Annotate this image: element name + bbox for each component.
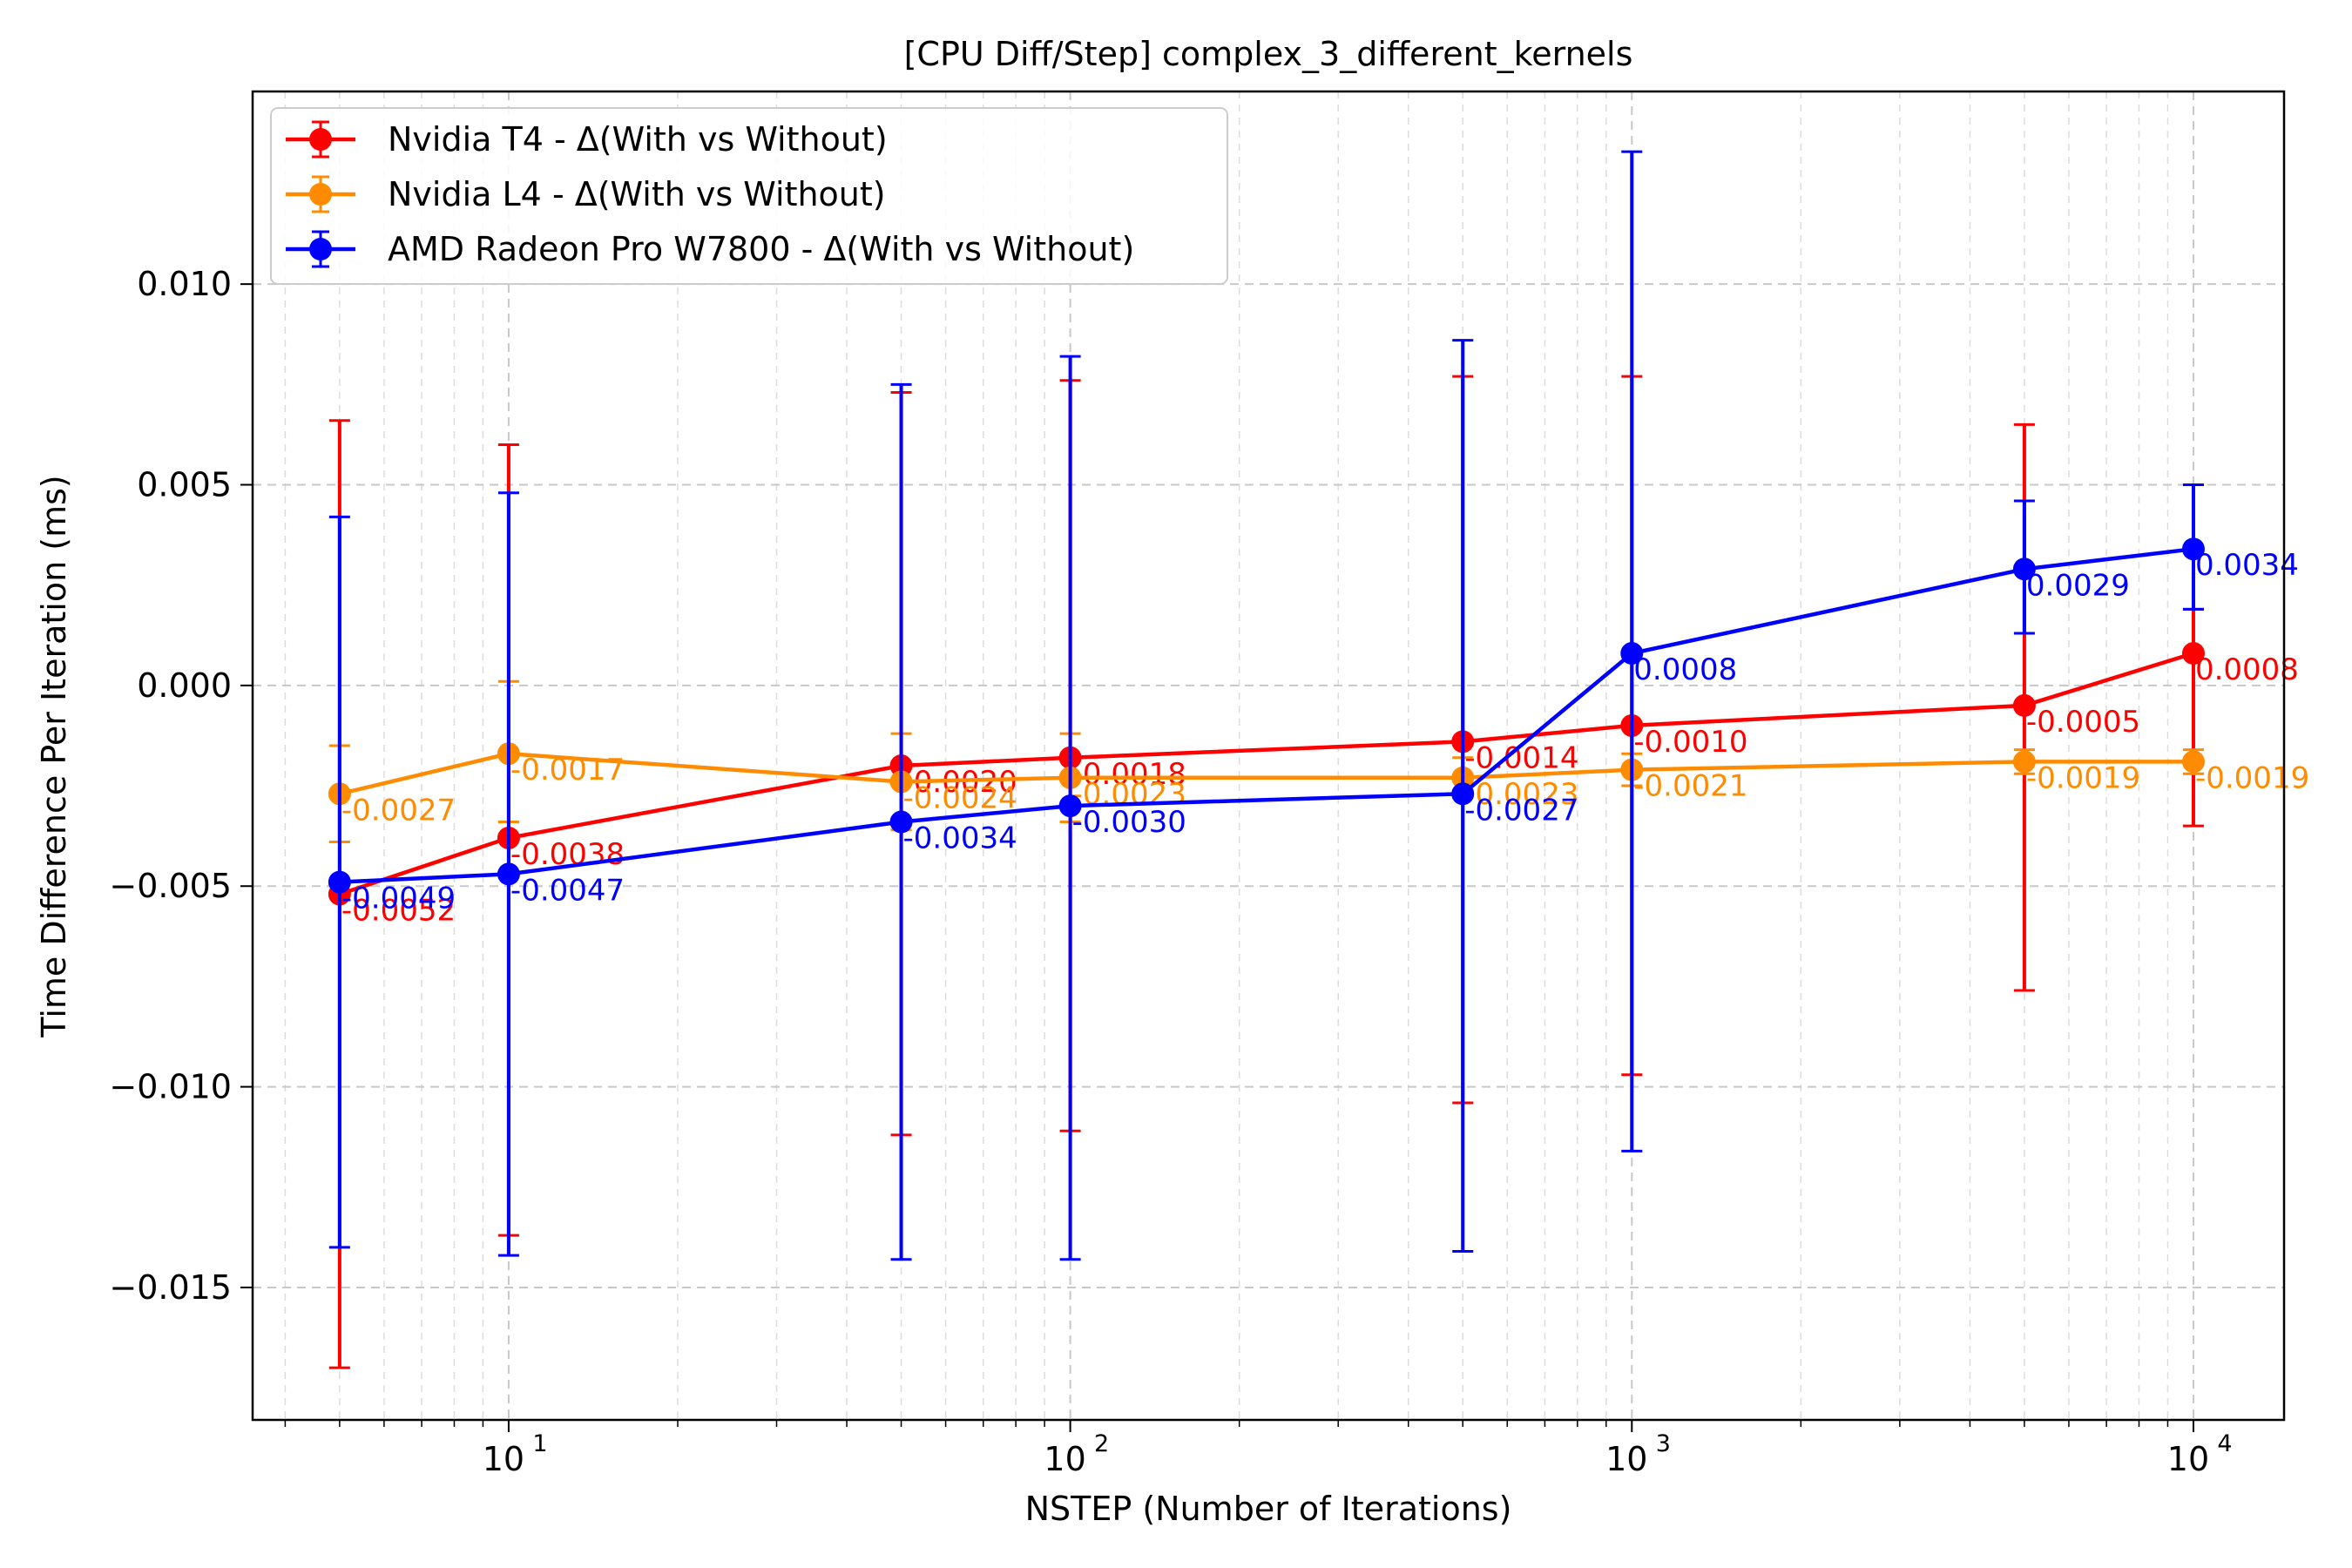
x-tick-label-exponent: 3 [1656,1430,1671,1457]
legend-label: Nvidia T4 - Δ(With vs Without) [388,120,888,159]
legend: Nvidia T4 - Δ(With vs Without) Nvidia L4 … [270,107,1228,285]
data-label: -0.0005 [2026,705,2140,740]
data-label: -0.0049 [341,882,456,916]
x-axis-label: NSTEP (Number of Iterations) [1025,1490,1512,1528]
legend-marker [309,238,332,260]
x-tick-label-exponent: 1 [532,1430,547,1457]
y-tick-label: −0.005 [109,867,232,905]
x-tick-label-exponent: 2 [1094,1430,1109,1457]
data-label: -0.0010 [1633,725,1747,760]
data-point [2012,693,2036,717]
data-label: -0.0047 [510,873,625,908]
series-line [339,651,2194,896]
data-point [1058,794,1082,818]
data-label: -0.0034 [903,821,1017,856]
series-line [339,751,2193,796]
plot-frame [251,90,2286,1422]
y-axis-label: Time Difference Per Iteration (ms) [35,475,73,1037]
data-point [889,810,913,834]
legend-label: AMD Radeon Pro W7800 - Δ(With vs Without… [388,230,1134,268]
data-point [497,862,520,886]
series-2: -0.0049 -0.0047 -0.0034 -0.0030 -0.0027 0.000… [328,150,2299,1261]
y-tick-label: 0.000 [137,666,232,705]
y-tick-label: 0.010 [137,265,232,303]
data-label: -0.0024 [903,781,1017,815]
data-label: -0.0052 [341,893,456,928]
data-label: 0.0008 [2195,652,2299,687]
series-layer: -0.0052-0.0038-0.0020 -0.0018 -0.0014 -0.00… [328,150,2309,1369]
series-1: -0.0027-0.0017-0.0024 -0.0023 -0.0023 -0.00… [328,679,2309,844]
data-label: -0.0019 [2195,760,2309,795]
data-label: -0.0018 [1072,757,1186,792]
legend-entry-1: Nvidia L4 - Δ(With vs Without) [286,175,886,213]
chart-title: [CPU Diff/Step] complex_3_different_kern… [904,35,1633,73]
y-tick-label: −0.015 [109,1268,232,1307]
data-label: -0.0021 [1633,769,1747,804]
data-label: -0.0030 [1072,805,1186,840]
data-point [1451,782,1475,806]
data-point [328,870,351,894]
grid [253,91,2284,1420]
legend-box [270,107,1228,285]
data-label: -0.0019 [2026,760,2140,795]
y-tick-label: −0.010 [109,1068,232,1106]
legend-entry-2: AMD Radeon Pro W7800 - Δ(With vs Without… [286,230,1134,268]
data-label: 0.0034 [2195,548,2299,583]
x-tick-label-exponent: 4 [2217,1430,2232,1457]
data-label: -0.0027 [341,793,456,828]
data-label: 0.0008 [1633,652,1737,687]
x-tick-label-base: 10 [1605,1440,1647,1478]
legend-marker [309,183,332,206]
data-point [2181,537,2205,561]
data-label: -0.0023 [1464,777,1578,812]
x-tick-label-base: 10 [2167,1440,2209,1478]
data-point [2012,558,2036,581]
data-label: 0.0029 [2026,568,2130,603]
data-point [1620,642,1644,666]
x-tick-label-base: 10 [483,1440,524,1478]
data-point [2181,750,2205,774]
legend-label: Nvidia L4 - Δ(With vs Without) [388,175,886,213]
axes: 10 1 10 2 10 3 10 4 0.010 0.005 0.000 −0.005 −0.010 −… [109,90,2286,1478]
data-point [2012,750,2036,774]
legend-marker [309,128,332,151]
data-point [2181,642,2205,666]
series-line [339,546,2194,884]
y-tick-label: 0.005 [137,466,232,504]
x-tick-label-base: 10 [1044,1440,1085,1478]
data-label: -0.0017 [510,753,625,787]
data-label: -0.0027 [1464,793,1578,828]
legend-entry-0: Nvidia T4 - Δ(With vs Without) [286,120,888,159]
